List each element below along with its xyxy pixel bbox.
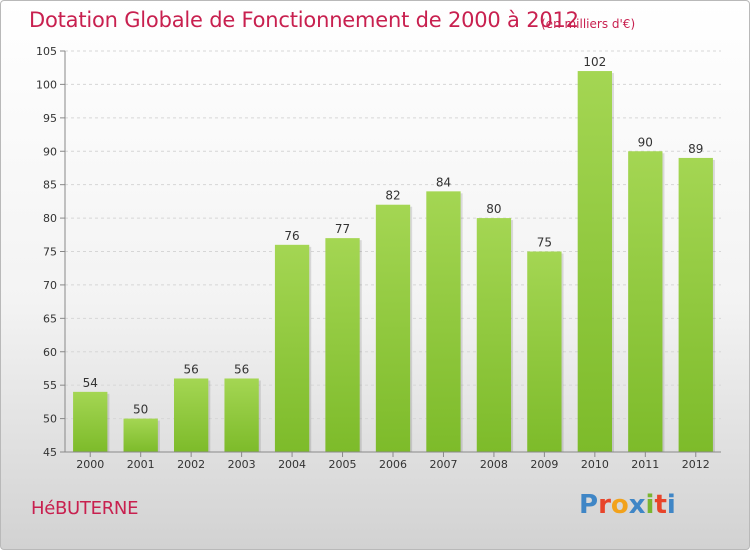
data-label-2010: 102: [583, 55, 606, 69]
bar-2005: [325, 238, 360, 452]
x-tick-label-2011: 2011: [631, 458, 659, 471]
data-label-2002: 56: [184, 362, 199, 376]
y-tick-label-70: 70: [43, 279, 57, 292]
y-tick-label-85: 85: [43, 179, 57, 192]
data-label-2001: 50: [133, 403, 148, 417]
y-tick-label-60: 60: [43, 346, 57, 359]
logo-letter: x: [628, 490, 646, 520]
data-label-2011: 90: [638, 135, 653, 149]
logo-letter: i: [666, 490, 676, 520]
bar-2007: [426, 191, 461, 452]
bar-2003: [224, 378, 259, 452]
x-tick-label-2000: 2000: [76, 458, 104, 471]
bar-2006: [375, 204, 411, 452]
x-tick-label-2003: 2003: [228, 458, 256, 471]
x-tick-label-2010: 2010: [581, 458, 609, 471]
axes: 45 50 55 60 65 70 75 80 85 90 95 100 105 2000 2001 2002…: [36, 45, 721, 471]
bar-2002: [173, 378, 209, 452]
x-tick-label-2006: 2006: [379, 458, 407, 471]
y-tick-label-105: 105: [36, 45, 57, 58]
bar-2009: [527, 251, 562, 452]
x-tick-label-2001: 2001: [127, 458, 155, 471]
x-tick-label-2005: 2005: [329, 458, 357, 471]
y-tick-label-50: 50: [43, 413, 57, 426]
data-label-2000: 54: [83, 376, 98, 390]
y-tick-label-95: 95: [43, 112, 57, 125]
proxiti-logo[interactable]: Proxiti: [579, 490, 676, 520]
logo-letter: o: [610, 490, 629, 520]
x-tick-label-2009: 2009: [530, 458, 558, 471]
logo-letter: t: [654, 490, 667, 520]
x-tick-label-2007: 2007: [429, 458, 457, 471]
logo-letter: r: [598, 490, 611, 520]
data-label-2005: 77: [335, 222, 350, 236]
x-tick-label-2004: 2004: [278, 458, 306, 471]
y-tick-label-75: 75: [43, 246, 57, 259]
y-tick-label-45: 45: [43, 446, 57, 459]
x-tick-label-2002: 2002: [177, 458, 205, 471]
y-tick-label-65: 65: [43, 312, 57, 325]
y-tick-label-55: 55: [43, 379, 57, 392]
x-tick-label-2012: 2012: [682, 458, 710, 471]
commune-name: HéBUTERNE: [31, 498, 139, 519]
chart-unit-note: (en milliers d'€): [541, 17, 636, 31]
data-label-2012: 89: [688, 142, 703, 156]
bar-2000: [73, 391, 108, 452]
data-label-2009: 75: [537, 236, 552, 250]
logo-letter: i: [645, 490, 655, 520]
data-label-2008: 80: [486, 202, 501, 216]
x-tick-label-2008: 2008: [480, 458, 508, 471]
bar-2011: [628, 151, 663, 452]
bar-2008: [476, 218, 512, 452]
data-label-2006: 82: [385, 189, 400, 203]
data-label-2007: 84: [436, 175, 451, 189]
chart-title: Dotation Globale de Fonctionnement de 20…: [29, 8, 579, 32]
data-label-2004: 76: [284, 229, 299, 243]
bar-2004: [274, 244, 310, 452]
y-tick-label-80: 80: [43, 212, 57, 225]
y-tick-label-100: 100: [36, 78, 57, 91]
bar-2010: [577, 71, 613, 453]
bar-2001: [123, 418, 158, 452]
logo-letter: P: [579, 490, 599, 520]
data-label-2003: 56: [234, 362, 249, 376]
bars: 54 50 56 56 76 77 82 84 80 75 102 90 89: [73, 55, 715, 453]
y-tick-label-90: 90: [43, 145, 57, 158]
bar-2012: [678, 157, 713, 452]
